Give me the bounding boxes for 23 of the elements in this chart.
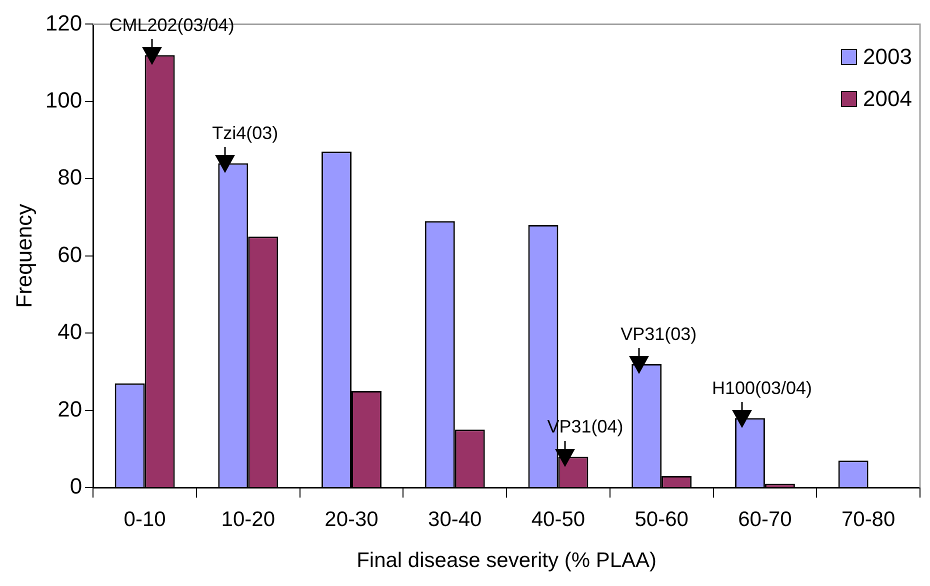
x-tick-label: 20-30 xyxy=(324,508,378,531)
x-tick-label: 0-10 xyxy=(124,508,166,531)
annotation: Tzi4(03) xyxy=(212,123,278,144)
y-tick-label: 60 xyxy=(58,242,82,267)
x-tick-label: 30-40 xyxy=(428,508,482,531)
y-tick-label: 100 xyxy=(45,87,82,112)
x-tick-label: 50-60 xyxy=(634,508,688,531)
x-tick-label: 40-50 xyxy=(531,508,586,531)
x-tick-label: 70-80 xyxy=(841,508,896,531)
y-tick-label: 40 xyxy=(58,319,82,344)
y-tick-label: 20 xyxy=(58,396,82,422)
annotation: VP31(03) xyxy=(620,324,697,344)
y-tick-label: 0 xyxy=(70,474,82,499)
legend-label: 2003 xyxy=(863,43,912,72)
annotation: H100(03/04) xyxy=(712,378,812,398)
annotation: CML202(03/04) xyxy=(109,15,234,36)
x-tick-label: 60-70 xyxy=(738,508,792,531)
x-axis-title: Final disease severity (% PLAA) xyxy=(356,549,657,572)
y-tick-label: 120 xyxy=(45,10,82,36)
legend-label: 2004 xyxy=(863,85,912,114)
y-axis-title: Frequency xyxy=(11,204,36,308)
x-tick-label: 10-20 xyxy=(221,508,276,531)
y-tick-label: 80 xyxy=(58,164,82,190)
